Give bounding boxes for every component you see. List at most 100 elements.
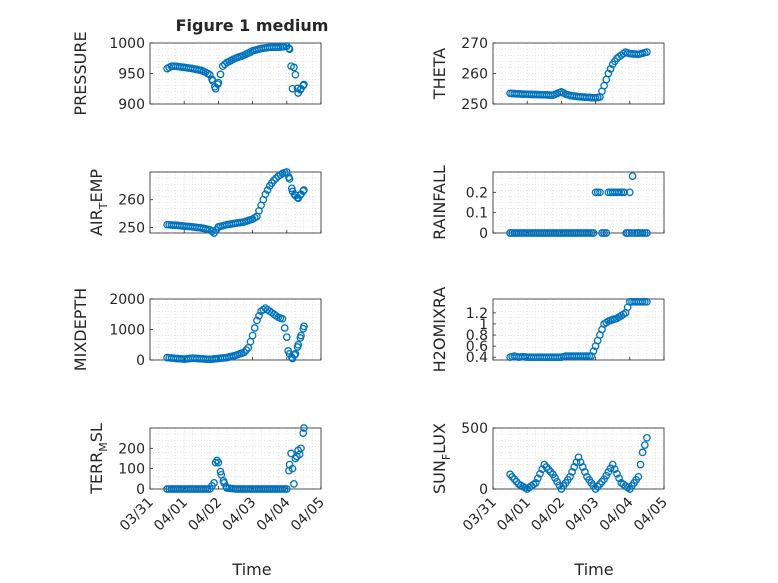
axes-frame [492, 298, 665, 361]
data-point-fill [606, 65, 615, 73]
y-tick-label: 0 [136, 353, 145, 369]
data-point-fill [638, 297, 647, 306]
subplot-airtemp: 250 260 AIRTEMP [87, 168, 322, 237]
data-point-fill [615, 474, 623, 483]
y-axis-label-main: SUN [430, 460, 449, 494]
axes-frame [149, 427, 322, 490]
y-tick-label: 900 [118, 97, 145, 113]
data-point [287, 449, 295, 458]
y-axis-label: AIRTEMP [87, 169, 110, 236]
y-axis-label-main: THETA [430, 48, 449, 100]
y-axis-label-subscript: F [440, 454, 453, 460]
data-point-fill [589, 229, 598, 237]
data-point-fill [242, 346, 251, 354]
y-tick-label: 0.4 [466, 350, 488, 366]
data-point [253, 316, 261, 325]
data-point-fill [613, 469, 621, 478]
y-axis-label: H2OMIXRA [430, 287, 449, 373]
x-tick-label: 03/31 [117, 495, 157, 535]
y-tick-label: 260 [461, 67, 488, 83]
subplot-h2omixra: 0.40.60.811.2 H2OMIXRA [430, 287, 665, 373]
data-point [291, 70, 300, 79]
data-point-fill [636, 460, 645, 469]
x-axis-label-left: Time [231, 560, 271, 579]
y-axis-label: SUNFLUX [430, 423, 453, 494]
axes-frame [149, 171, 322, 234]
data-point-fill [625, 229, 633, 237]
data-point [290, 63, 298, 72]
data-point-fill [536, 469, 544, 478]
data-point [291, 454, 300, 463]
x-tick-label: 03/31 [460, 495, 500, 535]
y-axis-label-tail: EMP [87, 169, 106, 203]
data-point [608, 460, 617, 469]
data-point [643, 433, 651, 442]
axes-frame [492, 427, 665, 490]
data-point [300, 80, 308, 89]
y-tick-label: 1 [479, 317, 488, 333]
data-point [643, 297, 651, 306]
y-tick-label: 1000 [109, 323, 145, 339]
data-point [300, 322, 308, 331]
data-point [285, 175, 294, 183]
subplot-rainfall: 0 0.1 0.2 RAINFALL [430, 165, 665, 242]
x-axis-label-right: Time [573, 560, 613, 579]
data-point-fill [255, 311, 263, 320]
data-point-fill [508, 472, 517, 481]
data-point [285, 45, 294, 53]
y-tick-label: 250 [461, 97, 488, 113]
y-axis-label-main: H2OMIXRA [430, 287, 449, 373]
figure-title: Figure 1 medium [176, 16, 329, 35]
y-tick-label: 0.1 [466, 206, 488, 222]
y-tick-label: 1.2 [466, 306, 488, 322]
data-point [628, 172, 637, 180]
data-point-fill [263, 186, 272, 194]
data-point-fill [593, 188, 602, 197]
y-tick-label: 0 [136, 482, 145, 498]
data-point-fill [583, 352, 591, 360]
data-point [604, 69, 613, 78]
x-tick-label: 04/01 [151, 495, 191, 535]
x-tick-label: 04/01 [494, 495, 534, 535]
y-axis-label: RAINFALL [430, 165, 449, 240]
x-tick-label: 04/03 [563, 495, 603, 535]
y-axis-label: THETA [430, 48, 449, 100]
y-tick-label: 1000 [109, 36, 145, 52]
data-point-fill [555, 481, 564, 490]
data-point-fill [602, 471, 611, 480]
data-point-fill [299, 429, 308, 437]
data-point [297, 331, 305, 340]
y-axis-label-main: TERR [87, 452, 106, 495]
data-point [643, 48, 651, 56]
subplot-mixdepth: 0 1000 2000 MIXDEPTH [71, 288, 322, 371]
subplot-pressure: 900 950 1000 PRESSURE [71, 31, 322, 116]
data-point [596, 188, 604, 197]
data-point [240, 348, 248, 357]
data-point [300, 186, 308, 194]
x-tick-label: 04/05 [631, 495, 671, 535]
y-tick-label: 0 [479, 226, 488, 242]
y-tick-label: 250 [118, 220, 145, 236]
data-point [288, 84, 297, 93]
data-point-fill [638, 229, 647, 237]
data-point-fill [551, 474, 559, 482]
data-point [531, 479, 540, 487]
y-axis-label-main: PRESSURE [71, 31, 90, 115]
data-point-fill [615, 188, 623, 197]
data-point-fill [640, 441, 649, 449]
data-point [643, 229, 651, 237]
data-point-fill [534, 474, 542, 483]
data-point-fill [208, 227, 216, 236]
data-point [288, 464, 297, 473]
data-point [210, 479, 218, 487]
data-point [282, 485, 291, 493]
subplot-theta: 250 260 270 THETA [430, 36, 665, 113]
y-axis-label: MIXDEPTH [71, 288, 90, 371]
data-point-fill [606, 464, 615, 473]
data-point [278, 314, 287, 323]
y-tick-label: 950 [118, 67, 145, 83]
data-point-fill [287, 184, 296, 193]
y-axis-label-subscript: T [97, 202, 110, 210]
data-point [248, 331, 257, 340]
